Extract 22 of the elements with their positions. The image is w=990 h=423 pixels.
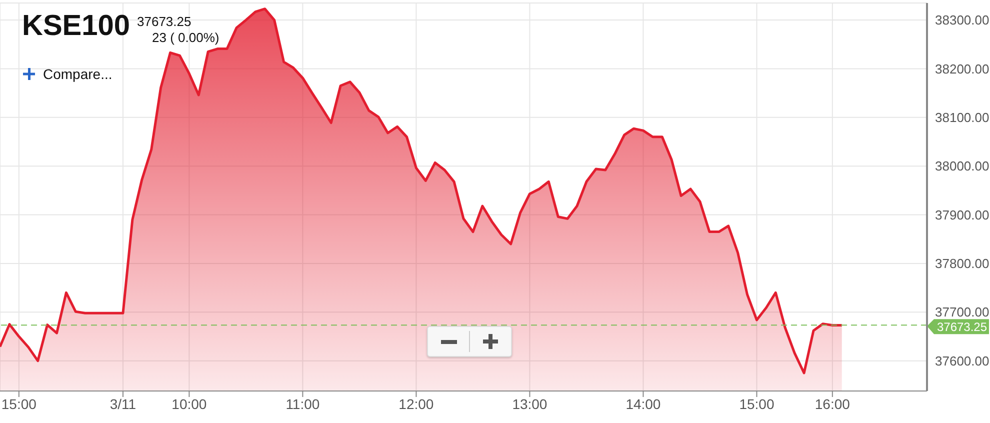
x-tick-label: 15:00 [739,396,774,412]
annotation: Compare... [43,66,112,82]
annotation: 23 ( 0.00%) [151,30,220,46]
y-tick-label: 37700.00 [935,304,990,320]
chart-title: KSE100 [22,10,130,43]
x-tick-label: 16:00 [814,396,850,412]
x-tick-label: 11:00 [286,396,320,412]
ref-line-label: 37673.25 [936,320,988,334]
x-tick-label: 12:00 [398,396,434,412]
x-tick-label: 13:00 [512,396,548,412]
x-tick-label: 3/11 [110,396,136,412]
y-tick-label: 37600.00 [935,353,990,368]
y-tick-label: 38300.00 [935,12,990,28]
y-tick-label: 37900.00 [935,207,990,222]
annotation: 37673.25 [137,14,192,30]
x-tick-label: 14:00 [626,396,661,412]
y-tick-label: 38000.00 [935,158,990,174]
x-tick-label: 15:00 [1,396,37,412]
y-tick-label: 38200.00 [935,61,990,76]
y-tick-label: 38100.00 [935,110,990,126]
y-tick-label: 37800.00 [935,256,990,272]
x-tick-label: 10:00 [172,396,207,412]
